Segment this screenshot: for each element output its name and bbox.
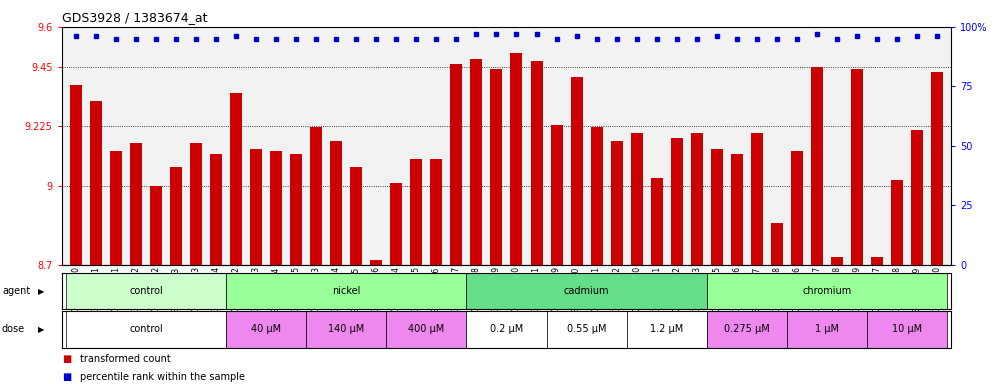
Bar: [791, 151, 803, 265]
Bar: [868, 311, 947, 348]
Bar: [707, 311, 787, 348]
Bar: [110, 151, 122, 265]
Bar: [190, 143, 202, 265]
Bar: [290, 154, 302, 265]
Text: 140 μM: 140 μM: [328, 324, 365, 334]
Bar: [811, 66, 823, 265]
Text: GDS3928 / 1383674_at: GDS3928 / 1383674_at: [62, 11, 207, 24]
Text: control: control: [129, 324, 162, 334]
Bar: [66, 311, 226, 348]
Text: 40 μM: 40 μM: [251, 324, 281, 334]
Bar: [226, 273, 466, 309]
Bar: [751, 133, 763, 265]
Bar: [511, 53, 523, 265]
Text: 400 μM: 400 μM: [408, 324, 444, 334]
Bar: [771, 223, 783, 265]
Bar: [911, 130, 923, 265]
Text: agent: agent: [2, 286, 30, 296]
Bar: [210, 154, 222, 265]
Bar: [691, 133, 703, 265]
Bar: [250, 149, 262, 265]
Bar: [270, 151, 282, 265]
Bar: [490, 69, 502, 265]
Bar: [230, 93, 242, 265]
Bar: [386, 311, 466, 348]
Bar: [551, 125, 563, 265]
Bar: [466, 311, 547, 348]
Text: ■: ■: [62, 372, 71, 382]
Bar: [149, 185, 162, 265]
Bar: [931, 72, 943, 265]
Text: nickel: nickel: [332, 286, 361, 296]
Bar: [707, 273, 947, 309]
Bar: [351, 167, 363, 265]
Bar: [331, 141, 343, 265]
Bar: [831, 257, 843, 265]
Bar: [129, 143, 141, 265]
Text: 0.55 μM: 0.55 μM: [567, 324, 607, 334]
Bar: [450, 64, 462, 265]
Bar: [306, 311, 386, 348]
Bar: [851, 69, 864, 265]
Text: dose: dose: [2, 324, 25, 334]
Bar: [170, 167, 182, 265]
Bar: [711, 149, 723, 265]
Bar: [571, 77, 583, 265]
Bar: [390, 183, 402, 265]
Bar: [630, 133, 642, 265]
Bar: [70, 85, 82, 265]
Text: 0.275 μM: 0.275 μM: [724, 324, 770, 334]
Text: chromium: chromium: [803, 286, 852, 296]
Bar: [470, 59, 482, 265]
Text: 1 μM: 1 μM: [815, 324, 839, 334]
Bar: [531, 61, 543, 265]
Text: 0.2 μM: 0.2 μM: [490, 324, 523, 334]
Bar: [872, 257, 883, 265]
Bar: [787, 311, 868, 348]
Text: 1.2 μM: 1.2 μM: [650, 324, 683, 334]
Bar: [371, 260, 382, 265]
Bar: [731, 154, 743, 265]
Text: ▶: ▶: [38, 324, 45, 334]
Bar: [891, 180, 903, 265]
Bar: [226, 311, 306, 348]
Bar: [547, 311, 626, 348]
Bar: [626, 311, 707, 348]
Text: ■: ■: [62, 354, 71, 364]
Text: 10 μM: 10 μM: [892, 324, 922, 334]
Bar: [591, 127, 603, 265]
Bar: [670, 138, 682, 265]
Bar: [410, 159, 422, 265]
Bar: [310, 127, 322, 265]
Bar: [430, 159, 442, 265]
Bar: [66, 273, 226, 309]
Text: percentile rank within the sample: percentile rank within the sample: [80, 372, 245, 382]
Bar: [90, 101, 102, 265]
Text: cadmium: cadmium: [564, 286, 610, 296]
Bar: [650, 178, 662, 265]
Bar: [466, 273, 707, 309]
Bar: [611, 141, 622, 265]
Text: transformed count: transformed count: [80, 354, 170, 364]
Text: ▶: ▶: [38, 286, 45, 296]
Text: control: control: [129, 286, 162, 296]
